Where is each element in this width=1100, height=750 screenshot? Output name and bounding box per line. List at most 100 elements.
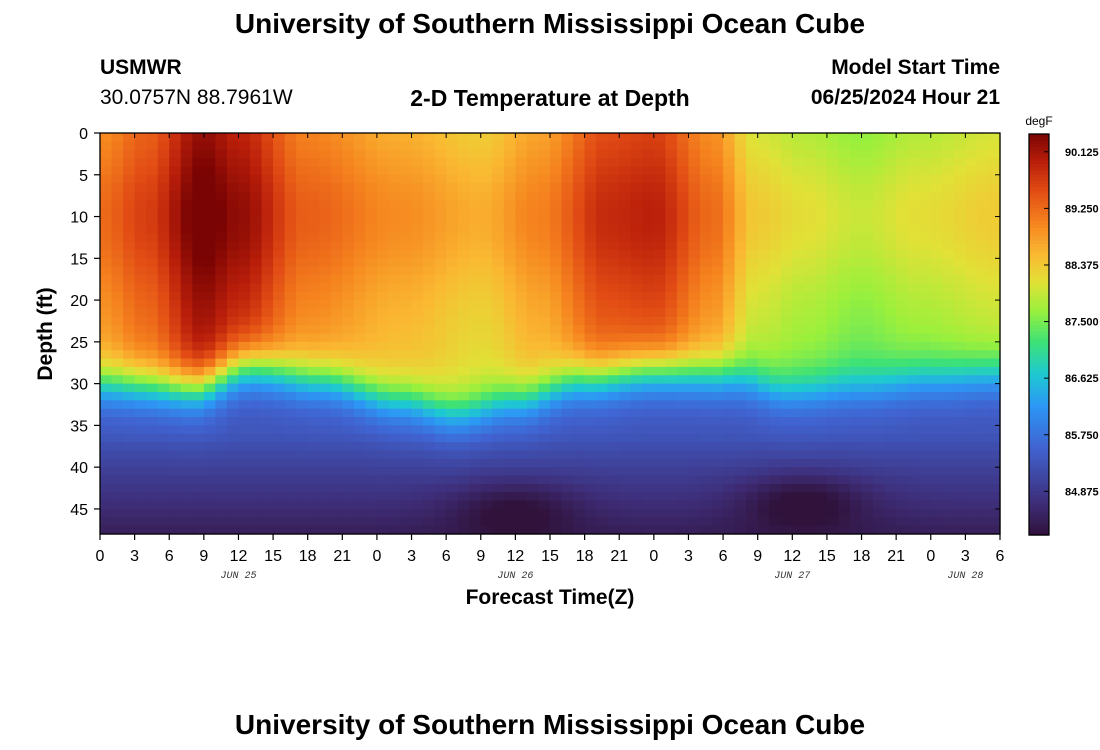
colorbar-step [1029, 484, 1049, 489]
date-label: JUN 28 [947, 571, 983, 582]
colorbar-step [1029, 471, 1049, 476]
colorbar-step [1029, 324, 1049, 329]
colorbar-step [1029, 194, 1049, 199]
x-tick-label: 3 [130, 548, 139, 565]
colorbar-step [1029, 287, 1049, 292]
x-tick-label: 6 [165, 548, 174, 565]
colorbar-step [1029, 424, 1049, 429]
colorbar-step [1029, 498, 1049, 503]
colorbar-step [1029, 267, 1049, 272]
colorbar-step [1029, 401, 1049, 406]
x-tick-label: 18 [576, 548, 594, 565]
colorbar: 90.125 89.250 88.375 87.500 86.625 85.750 84.8… [1028, 133, 1099, 536]
colorbar-step [1029, 418, 1049, 422]
colorbar-step [1029, 277, 1049, 282]
colorbar-step [1029, 297, 1049, 302]
colorbar-step [1029, 204, 1049, 209]
colorbar-step [1029, 284, 1049, 289]
x-tick-label: 21 [333, 548, 351, 565]
colorbar-step [1029, 357, 1049, 362]
colorbar-step [1029, 458, 1049, 463]
colorbar-step [1029, 337, 1049, 342]
colorbar-step [1029, 291, 1049, 295]
colorbar-step [1029, 334, 1049, 339]
colorbar-step [1029, 408, 1049, 412]
colorbar-step [1029, 377, 1049, 382]
colorbar-step [1029, 147, 1049, 152]
x-tick-label: 6 [996, 548, 1005, 565]
colorbar-step [1029, 137, 1049, 142]
colorbar-step [1029, 397, 1049, 402]
colorbar-frame [1028, 133, 1050, 536]
colorbar-unit: degF [1025, 114, 1052, 128]
x-tick-label: 12 [230, 548, 248, 565]
colorbar-step [1029, 364, 1049, 369]
x-tick-label: 3 [961, 548, 970, 565]
x-tick-label: 3 [684, 548, 693, 565]
y-tick-label: 5 [79, 168, 88, 185]
x-tick-label: 18 [853, 548, 871, 565]
colorbar-step [1029, 341, 1049, 346]
colorbar-tick-label: 86.625 [1065, 373, 1099, 385]
colorbar-tick-label: 90.125 [1065, 147, 1099, 159]
colorbar-step [1029, 404, 1049, 409]
x-tick-label: 6 [719, 548, 728, 565]
station-coordinates: 30.0757N 88.7961W [100, 86, 293, 109]
x-tick-label: 21 [610, 548, 628, 565]
heatmap-field [100, 133, 1001, 535]
colorbar-step [1029, 301, 1049, 306]
colorbar-step [1029, 394, 1049, 399]
colorbar-step [1029, 441, 1049, 446]
colorbar-step [1029, 180, 1049, 185]
colorbar-step [1029, 134, 1049, 138]
date-label: JUN 27 [774, 571, 810, 582]
colorbar-step [1029, 508, 1049, 513]
page-title-top: University of Southern Mississippi Ocean… [234, 8, 866, 39]
y-tick-label: 0 [79, 126, 88, 143]
colorbar-step [1029, 444, 1049, 449]
colorbar-step [1029, 214, 1049, 219]
x-tick-label: 0 [649, 548, 658, 565]
colorbar-step [1029, 294, 1049, 299]
x-axis-label: Forecast Time(Z) [466, 586, 635, 609]
colorbar-step [1029, 514, 1049, 519]
x-tick-label: 9 [476, 548, 485, 565]
date-label: JUN 26 [497, 571, 533, 582]
colorbar-step [1029, 361, 1049, 366]
colorbar-step [1029, 314, 1049, 319]
colorbar-step [1029, 421, 1049, 426]
x-tick-label: 0 [926, 548, 935, 565]
colorbar-step [1029, 200, 1049, 205]
colorbar-step [1029, 347, 1049, 352]
colorbar-step [1029, 374, 1049, 379]
colorbar-step [1029, 244, 1049, 249]
colorbar-tick-label: 88.375 [1065, 260, 1099, 272]
colorbar-step [1029, 264, 1049, 269]
colorbar-step [1029, 524, 1049, 529]
colorbar-step [1029, 207, 1049, 212]
y-tick-label: 30 [70, 377, 88, 394]
colorbar-step [1029, 234, 1049, 239]
colorbar-step [1029, 170, 1049, 175]
colorbar-step [1029, 190, 1049, 195]
colorbar-step [1029, 164, 1049, 169]
colorbar-step [1029, 177, 1049, 182]
colorbar-step [1029, 464, 1049, 469]
colorbar-step [1029, 247, 1049, 252]
colorbar-step [1029, 210, 1049, 215]
colorbar-tick-label: 87.500 [1065, 317, 1099, 329]
colorbar-step [1029, 304, 1049, 309]
colorbar-step [1029, 144, 1049, 148]
colorbar-step [1029, 494, 1049, 499]
colorbar-step [1029, 411, 1049, 416]
colorbar-step [1029, 307, 1049, 312]
colorbar-step [1029, 367, 1049, 372]
colorbar-step [1029, 321, 1049, 326]
colorbar-step [1029, 230, 1049, 235]
colorbar-step [1029, 468, 1049, 473]
y-tick-label: 45 [70, 502, 88, 519]
model-start-label: Model Start Time [831, 56, 1000, 79]
x-tick-label: 12 [783, 548, 801, 565]
colorbar-step [1029, 381, 1049, 386]
